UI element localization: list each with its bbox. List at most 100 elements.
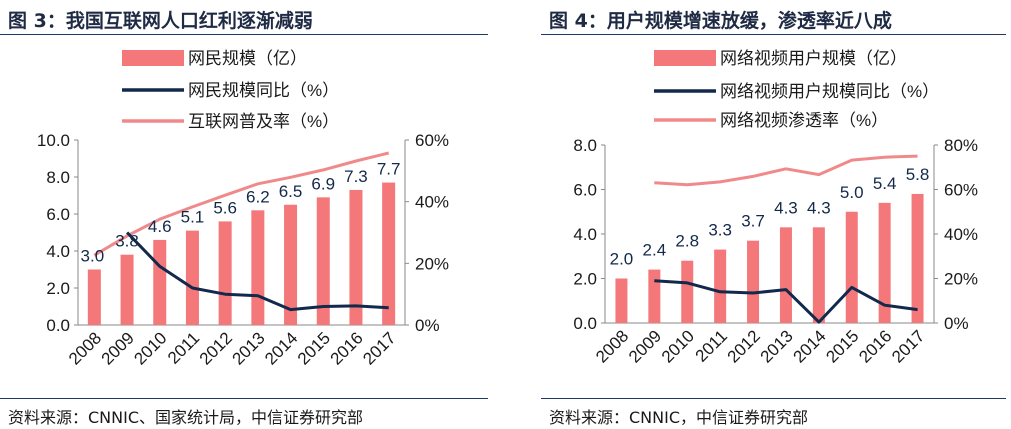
- line-yoy: [126, 231, 389, 312]
- x-tick-label: 2012: [724, 326, 764, 366]
- x-tick-label: 2009: [625, 326, 665, 366]
- chart-right: 网络视频用户规模（亿） 网络视频用户规模同比（%） 网络视频渗透率（%） 0.0 2.0…: [573, 49, 978, 367]
- x-tick-label: 2016: [855, 326, 895, 366]
- chart-title-left: 图 3：我国互联网人口红利逐渐减弱: [8, 10, 313, 32]
- legend-label-yoy: 网民规模同比（%）: [188, 81, 339, 100]
- x-tick-label: 2008: [65, 328, 105, 368]
- y-left-tick-label: 6.0: [573, 181, 597, 200]
- y-left-tick-label: 6.0: [46, 205, 70, 224]
- legend-swatch-bar: [122, 50, 184, 66]
- bar-value-label: 3.7: [741, 212, 765, 231]
- chart-panel-right: 图 4：用户规模增速放缓，渗透率近八成 网络视频用户规模（亿） 网络视频用户规模同…: [541, 0, 1011, 429]
- bar-2013: [251, 210, 265, 325]
- bar-2016: [349, 189, 363, 325]
- x-tick-label: 2008: [592, 326, 632, 366]
- bar-value-label: 5.0: [840, 183, 864, 202]
- legend-label-yoy: 网络视频用户规模同比（%）: [720, 82, 939, 101]
- y-left-tick-label: 2.0: [46, 279, 70, 298]
- x-tick-label: 2015: [822, 326, 862, 366]
- bar-2009: [648, 269, 661, 323]
- title-rule-left: [0, 34, 488, 35]
- title-rule-right: [541, 34, 1006, 35]
- x-tick-label: 2013: [228, 328, 268, 368]
- bar-2010: [153, 239, 167, 325]
- bar-2016: [878, 202, 891, 323]
- bar-2017: [911, 193, 924, 323]
- bar-2011: [185, 230, 199, 325]
- y-right-tick-label: 40%: [415, 193, 449, 212]
- x-tick-label: 2014: [261, 328, 301, 368]
- x-tick-label: 2014: [789, 326, 829, 366]
- x-tick-label: 2016: [327, 328, 367, 368]
- legend-label-bar: 网络视频用户规模（亿）: [720, 49, 907, 68]
- x-tick-label: 2011: [692, 326, 731, 365]
- bar-value-label: 3.3: [708, 221, 732, 240]
- bar-value-label: 2.4: [643, 241, 667, 260]
- x-tick-label: 2012: [196, 328, 236, 368]
- bar-value-label: 3.0: [81, 247, 105, 266]
- legend-swatch-bar: [654, 50, 716, 66]
- y-right-tick-label: 0%: [415, 316, 440, 335]
- bar-2012: [218, 221, 232, 325]
- bar-value-label: 3.8: [115, 232, 139, 251]
- bar-value-label: 5.8: [906, 165, 930, 184]
- x-tick-label: 2010: [658, 326, 698, 366]
- source-note-left: 资料来源：CNNIC、国家统计局，中信证券研究部: [8, 408, 364, 427]
- y-right-tick-label: 60%: [415, 131, 449, 150]
- source-rule-left: [0, 398, 488, 399]
- y-left-tick-label: 8.0: [573, 136, 597, 155]
- y-left-tick-label: 0.0: [573, 314, 597, 333]
- bar-value-label: 7.3: [344, 167, 368, 186]
- y-left-tick-label: 8.0: [46, 168, 70, 187]
- y-left-tick-label: 4.0: [46, 242, 70, 261]
- legend-label-penetration: 网络视频渗透率（%）: [720, 111, 888, 130]
- x-tick-label: 2010: [130, 328, 170, 368]
- bar-value-label: 6.9: [311, 174, 335, 193]
- bar-value-label: 4.3: [807, 198, 831, 217]
- bar-value-label: 4.6: [148, 217, 172, 236]
- y-right-tick-label: 80%: [944, 136, 978, 155]
- source-note-right: 资料来源：CNNIC，中信证券研究部: [549, 408, 809, 427]
- y-right-tick-label: 20%: [415, 254, 449, 273]
- bar-2008: [87, 269, 101, 325]
- bar-2012: [747, 240, 760, 323]
- y-right-tick-label: 40%: [944, 225, 978, 244]
- bar-2014: [812, 227, 825, 323]
- chart-title-right: 图 4：用户规模增速放缓，渗透率近八成: [549, 10, 892, 32]
- bar-2010: [681, 260, 694, 323]
- x-tick-label: 2013: [757, 326, 797, 366]
- legend-label-penetration: 互联网普及率（%）: [188, 112, 339, 131]
- bar-2009: [120, 254, 134, 325]
- bar-2015: [845, 211, 858, 323]
- bar-value-label: 2.8: [675, 232, 699, 251]
- line-penetration: [654, 154, 918, 187]
- bar-2017: [382, 182, 396, 325]
- line-yoy: [654, 279, 918, 324]
- source-rule-right: [541, 398, 1006, 399]
- line-penetration: [93, 151, 390, 257]
- bar-value-label: 6.5: [279, 182, 303, 201]
- y-left-tick-label: 2.0: [573, 270, 597, 289]
- y-right-tick-label: 20%: [944, 270, 978, 289]
- bar-value-label: 5.4: [873, 174, 897, 193]
- bar-2008: [615, 278, 628, 323]
- chart-left: 网民规模（亿） 网民规模同比（%） 互联网普及率（%） 0.0 2.0 4.0 6.0 8.0…: [37, 49, 449, 369]
- bar-value-label: 4.3: [774, 198, 798, 217]
- y-right-tick-label: 0%: [944, 314, 969, 333]
- x-tick-label: 2009: [98, 328, 138, 368]
- x-tick-label: 2011: [164, 328, 203, 367]
- y-left-tick-label: 4.0: [573, 225, 597, 244]
- bar-2011: [714, 249, 727, 323]
- bar-2014: [284, 204, 298, 325]
- y-left-tick-label: 0.0: [46, 316, 70, 335]
- x-tick-label: 2017: [888, 326, 928, 366]
- x-tick-label: 2017: [359, 328, 399, 368]
- bar-value-label: 2.0: [610, 250, 634, 269]
- bar-2015: [316, 197, 330, 325]
- bar-value-label: 5.6: [213, 198, 237, 217]
- y-left-tick-label: 10.0: [37, 131, 70, 150]
- bar-value-label: 5.1: [181, 208, 205, 227]
- x-tick-label: 2015: [294, 328, 334, 368]
- y-right-tick-label: 60%: [944, 181, 978, 200]
- chart-panel-left: 图 3：我国互联网人口红利逐渐减弱 网民规模（亿） 网民规模同比（%） 互联网普及率…: [0, 0, 500, 429]
